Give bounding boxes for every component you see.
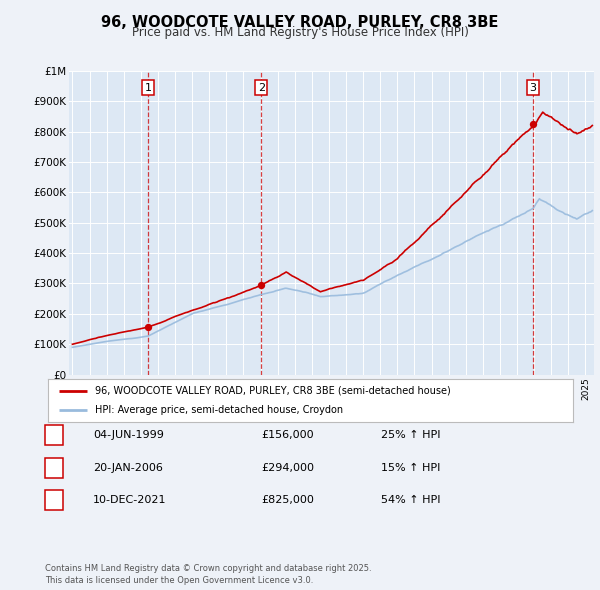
Text: 96, WOODCOTE VALLEY ROAD, PURLEY, CR8 3BE (semi-detached house): 96, WOODCOTE VALLEY ROAD, PURLEY, CR8 3B…	[95, 386, 451, 396]
Text: 2: 2	[50, 461, 58, 474]
Text: 3: 3	[50, 494, 58, 507]
Text: 10-DEC-2021: 10-DEC-2021	[93, 496, 167, 505]
Text: 15% ↑ HPI: 15% ↑ HPI	[381, 463, 440, 473]
Text: 1: 1	[50, 429, 58, 442]
Text: £156,000: £156,000	[261, 431, 314, 440]
Text: 3: 3	[530, 83, 536, 93]
Text: HPI: Average price, semi-detached house, Croydon: HPI: Average price, semi-detached house,…	[95, 405, 343, 415]
Text: 25% ↑ HPI: 25% ↑ HPI	[381, 431, 440, 440]
Text: 04-JUN-1999: 04-JUN-1999	[93, 431, 164, 440]
Text: 2: 2	[258, 83, 265, 93]
Text: Contains HM Land Registry data © Crown copyright and database right 2025.
This d: Contains HM Land Registry data © Crown c…	[45, 565, 371, 585]
Text: 96, WOODCOTE VALLEY ROAD, PURLEY, CR8 3BE: 96, WOODCOTE VALLEY ROAD, PURLEY, CR8 3B…	[101, 15, 499, 30]
Text: £825,000: £825,000	[261, 496, 314, 505]
Point	[143, 323, 153, 332]
Text: Price paid vs. HM Land Registry's House Price Index (HPI): Price paid vs. HM Land Registry's House …	[131, 26, 469, 39]
Text: 1: 1	[145, 83, 152, 93]
Text: 20-JAN-2006: 20-JAN-2006	[93, 463, 163, 473]
Text: 54% ↑ HPI: 54% ↑ HPI	[381, 496, 440, 505]
Point	[529, 119, 538, 129]
Point	[257, 281, 266, 290]
Text: £294,000: £294,000	[261, 463, 314, 473]
